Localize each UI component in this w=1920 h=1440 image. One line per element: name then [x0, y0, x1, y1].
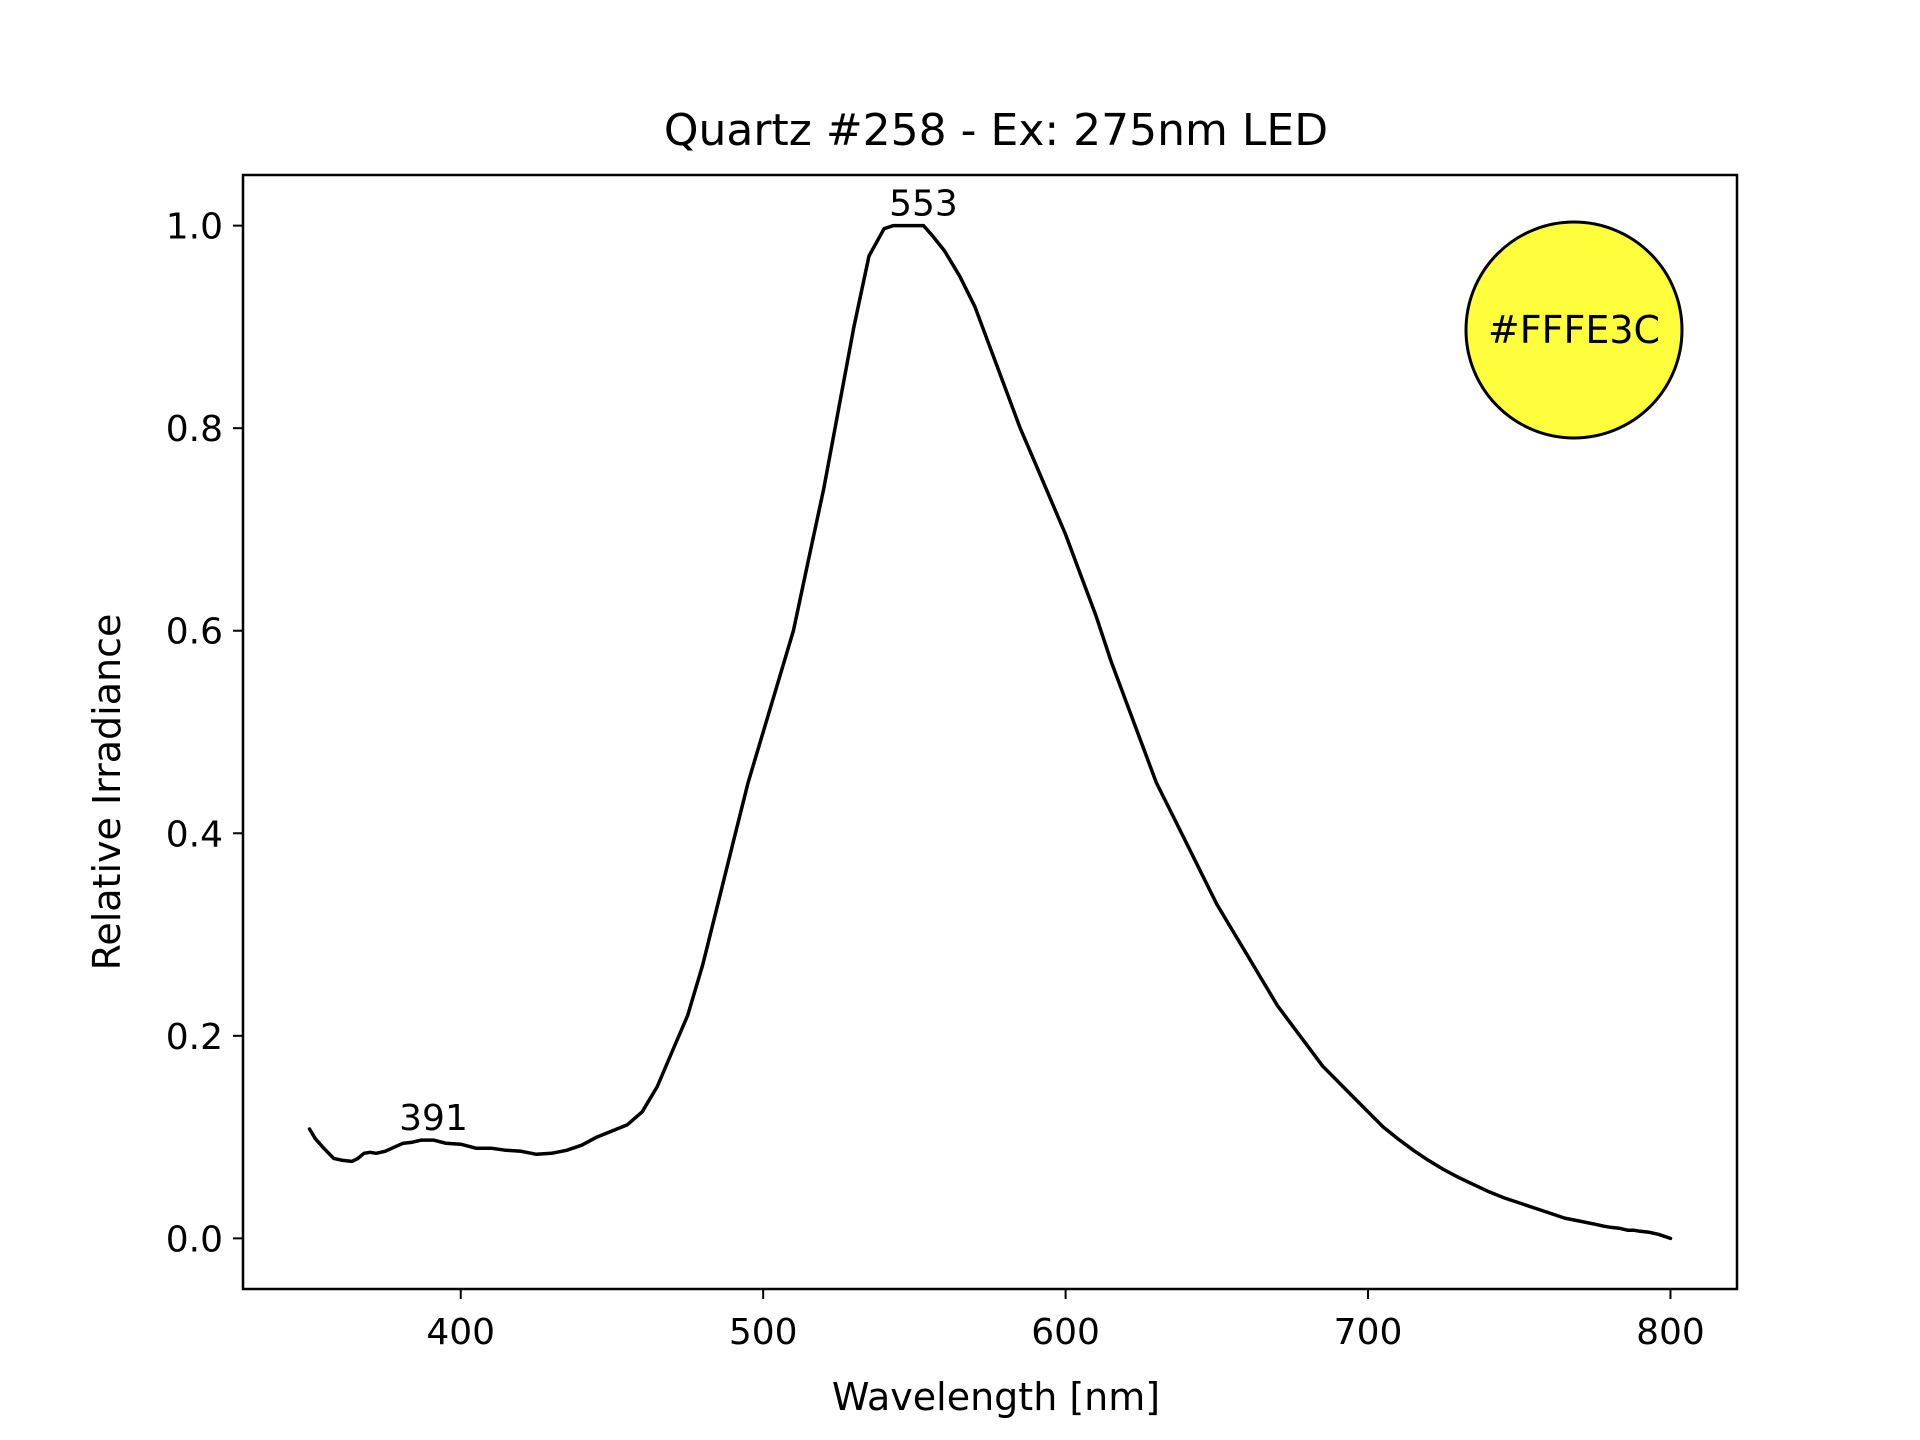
x-tick-label: 500 [729, 1312, 798, 1353]
y-tick-label: 0.6 [166, 612, 223, 653]
x-axis-label: Wavelength [nm] [832, 1375, 1160, 1419]
color-swatch-label: #FFFE3C [1488, 308, 1660, 352]
x-axis: 400 500 600 700 800 [426, 1289, 1705, 1353]
color-swatch: #FFFE3C [1464, 220, 1684, 440]
x-tick-label: 700 [1334, 1312, 1403, 1353]
y-tick-label: 0.4 [166, 814, 223, 855]
y-axis: 0.0 0.2 0.4 0.6 0.8 1.0 [166, 207, 243, 1260]
y-tick-label: 0.8 [166, 409, 223, 450]
chart-title: Quartz #258 - Ex: 275nm LED [664, 105, 1328, 156]
y-tick-label: 0.2 [166, 1017, 223, 1058]
peak-label: 553 [889, 184, 958, 225]
plot-area: 391 553 [307, 184, 1673, 1241]
x-tick-label: 400 [426, 1312, 495, 1353]
y-tick-label: 1.0 [166, 207, 223, 248]
x-tick-label: 600 [1031, 1312, 1100, 1353]
plot-frame [241, 173, 1739, 1291]
y-tick-label: 0.0 [166, 1219, 223, 1260]
x-tick-label: 800 [1636, 1312, 1705, 1353]
color-swatch-circle [1464, 220, 1684, 440]
peak-label: 391 [399, 1098, 468, 1139]
y-axis-label: Relative Irradiance [85, 614, 129, 971]
spectrum-line [307, 223, 1673, 1241]
